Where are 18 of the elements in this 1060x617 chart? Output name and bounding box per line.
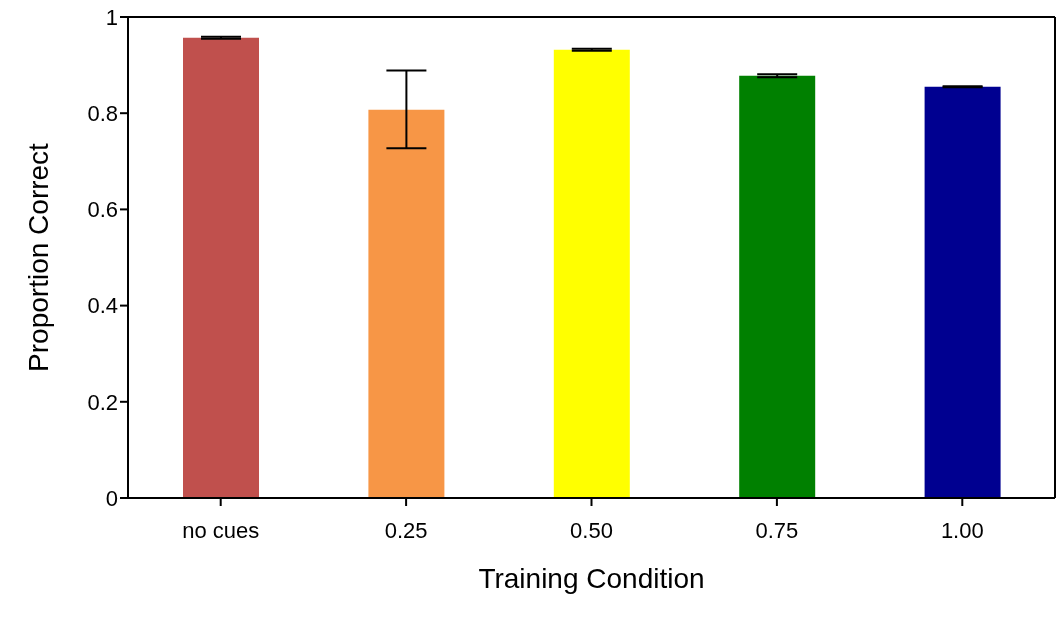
x-tick-label: no cues bbox=[182, 517, 260, 543]
x-tick-label: 0.25 bbox=[384, 517, 428, 543]
y-tick-label: 0.8 bbox=[87, 101, 118, 127]
bar bbox=[368, 109, 445, 498]
bar bbox=[924, 86, 1001, 498]
y-tick-label: 0.6 bbox=[87, 197, 118, 223]
x-tick-label: 0.50 bbox=[570, 517, 613, 543]
y-axis-title: Proportion Correct bbox=[22, 142, 54, 372]
y-tick-label: 0 bbox=[105, 485, 118, 511]
y-tick-label: 0.4 bbox=[87, 293, 118, 319]
x-tick-label: 0.75 bbox=[755, 517, 799, 543]
bar bbox=[183, 37, 259, 498]
bar bbox=[739, 75, 816, 498]
x-axis-title: Training Condition bbox=[478, 563, 705, 594]
bar bbox=[553, 49, 630, 498]
y-tick-label: 1 bbox=[105, 4, 118, 30]
y-tick-label: 0.2 bbox=[87, 389, 118, 415]
x-tick-label: 1.00 bbox=[940, 517, 984, 543]
